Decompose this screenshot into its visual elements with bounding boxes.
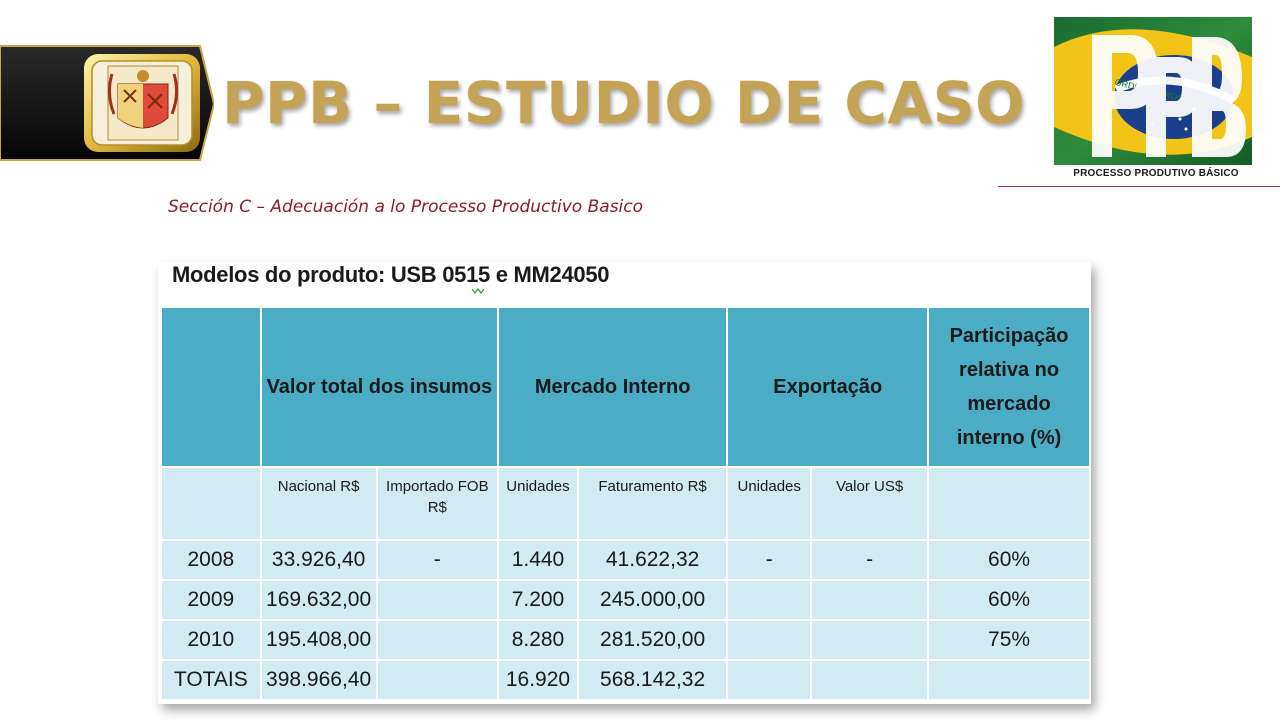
table-cell: 169.632,00 <box>259 579 378 621</box>
table-cell: - <box>726 539 813 581</box>
ppb-logo: ORDEM E PROGRESSO <box>1054 17 1252 187</box>
table-cell <box>375 579 500 621</box>
sub-header-cell: Importado FOB R$ <box>375 466 500 541</box>
table-cell: TOTAIS <box>160 659 262 701</box>
table-cell <box>375 659 500 701</box>
table-cell: 16.920 <box>497 659 579 701</box>
table-cell: 60% <box>927 539 1091 581</box>
spellcheck-squiggle-icon <box>472 288 485 294</box>
table-cell: 7.200 <box>497 579 579 621</box>
sub-header-cell <box>160 466 262 541</box>
table-cell <box>726 579 813 621</box>
page-title: PPB – ESTUDIO DE CASO <box>222 69 1025 137</box>
table-cell: - <box>375 539 500 581</box>
group-header-cell: Participação relativa no mercado interno… <box>927 306 1091 468</box>
group-header-cell <box>160 306 262 468</box>
group-header-cell: Valor total dos insumos <box>259 306 500 468</box>
table-row: 2008 33.926,40 - 1.440 41.622,32 - - 60% <box>160 539 1091 581</box>
table-cell <box>927 659 1091 701</box>
table-cell <box>810 659 930 701</box>
table-cell: 568.142,32 <box>576 659 729 701</box>
sub-header-cell: Valor US$ <box>810 466 930 541</box>
table-cell: 75% <box>927 619 1091 661</box>
table-cell: 398.966,40 <box>259 659 378 701</box>
sub-header-cell: Unidades <box>497 466 579 541</box>
table-cell: - <box>810 539 930 581</box>
sub-header-cell <box>927 466 1091 541</box>
table-cell <box>726 659 813 701</box>
table-cell <box>726 619 813 661</box>
table-cell: 8.280 <box>497 619 579 661</box>
table-cell: 2008 <box>160 539 262 581</box>
table-sub-header-row: Nacional R$ Importado FOB R$ Unidades Fa… <box>160 466 1091 541</box>
table-cell: 245.000,00 <box>576 579 729 621</box>
table-row: 2009 169.632,00 7.200 245.000,00 60% <box>160 579 1091 621</box>
sub-header-cell: Faturamento R$ <box>576 466 729 541</box>
sub-header-cell: Unidades <box>726 466 813 541</box>
table-cell <box>810 619 930 661</box>
group-header-cell: Exportação <box>726 306 930 468</box>
table-cell: 41.622,32 <box>576 539 729 581</box>
table-cell <box>810 579 930 621</box>
table-cell: 195.408,00 <box>259 619 378 661</box>
table-group-header-row: Valor total dos insumos Mercado Interno … <box>160 306 1091 468</box>
table-row: 2010 195.408,00 8.280 281.520,00 75% <box>160 619 1091 661</box>
logo-caption: PROCESSO PRODUTIVO BÁSICO <box>1073 168 1239 179</box>
table-panel: Modelos do produto: USB 0515 e MM24050 V… <box>158 262 1091 704</box>
crest-badge <box>0 44 214 162</box>
table-cell: 1.440 <box>497 539 579 581</box>
sub-header-cell: Nacional R$ <box>259 466 378 541</box>
section-subtitle: Sección C – Adecuación a lo Processo Pro… <box>168 197 644 217</box>
table-cell <box>375 619 500 661</box>
table-cell: 33.926,40 <box>259 539 378 581</box>
header-rule <box>998 186 1280 187</box>
table-cell: 2010 <box>160 619 262 661</box>
table-row-totals: TOTAIS 398.966,40 16.920 568.142,32 <box>160 659 1091 701</box>
data-table: Valor total dos insumos Mercado Interno … <box>160 306 1091 701</box>
table-cell: 60% <box>927 579 1091 621</box>
group-header-cell: Mercado Interno <box>497 306 729 468</box>
table-cell: 2009 <box>160 579 262 621</box>
table-cell: 281.520,00 <box>576 619 729 661</box>
table-title: Modelos do produto: USB 0515 e MM24050 <box>172 262 610 287</box>
